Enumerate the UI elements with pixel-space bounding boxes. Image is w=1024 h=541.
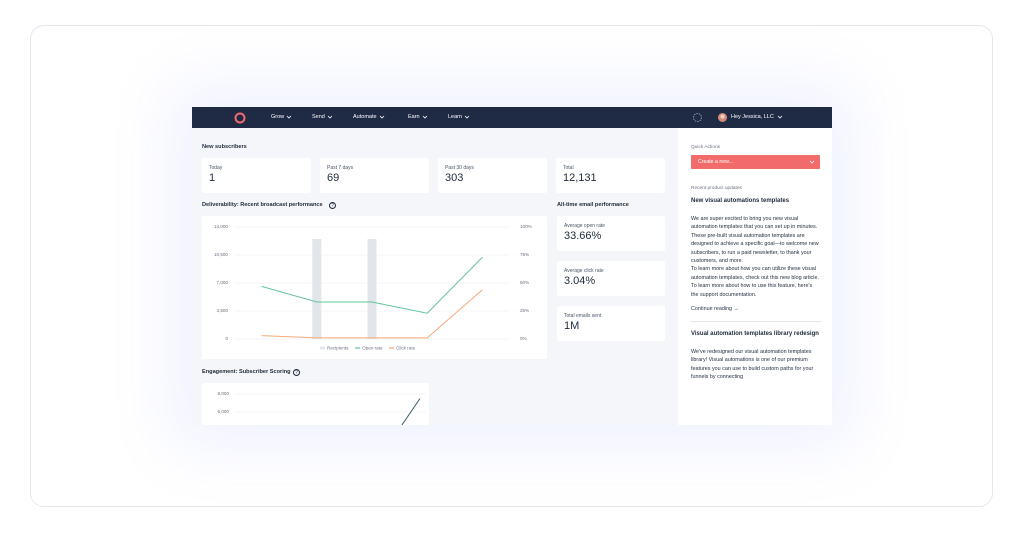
- bar: [367, 239, 377, 339]
- stat-label: Past 7 days: [327, 165, 354, 171]
- section-title: Engagement: Subscriber Scoring: [202, 369, 291, 375]
- nav-item[interactable]: Learn: [448, 114, 463, 120]
- chevron-path: [379, 115, 384, 119]
- chevron: [286, 115, 292, 119]
- chevron: [777, 115, 783, 119]
- stat-card: Average click rate 3.04%: [557, 261, 665, 296]
- label: Recent product updates: [691, 186, 742, 191]
- tick-label: 75%: [520, 252, 529, 257]
- chevron: [379, 115, 384, 119]
- tick-label: 50%: [520, 280, 529, 285]
- avatar[interactable]: [717, 112, 728, 123]
- label: Quick Actions: [691, 145, 721, 150]
- stat-card: Total emails sent 1M: [557, 306, 665, 341]
- stat-label: Past 30 days: [445, 165, 474, 171]
- line: [261, 256, 483, 314]
- paragraph: We are super excited to bring you new vi…: [691, 216, 819, 265]
- tick-label: 6,000: [218, 409, 230, 414]
- tick-label: 0: [225, 336, 228, 341]
- nav-bar: Grow Send Automate Earn Learn Hey Jessica, L…: [192, 107, 832, 128]
- stat-label: Average open rate: [564, 223, 606, 229]
- nav-item[interactable]: Grow: [271, 114, 285, 120]
- line: [261, 289, 483, 339]
- chart-card: 0 3,500 7,000 10,500 14,000 0% 25% 50% 75% 100% Re…: [202, 216, 547, 359]
- stat-value: 69: [327, 172, 340, 184]
- nav-item[interactable]: Automate: [353, 114, 377, 120]
- legend-label: Recipients: [327, 346, 349, 351]
- section-title: All-time email performance: [557, 202, 629, 208]
- stat-card: Past 7 days 69: [320, 158, 429, 193]
- stat-value: 303: [445, 172, 464, 184]
- chevron: [809, 160, 815, 164]
- spinner-icon: [693, 113, 702, 122]
- section-title: New subscribers: [202, 144, 247, 150]
- tick-label: 0%: [520, 336, 527, 341]
- stat-label: Total: [563, 165, 574, 171]
- line: [401, 398, 421, 425]
- chevron-path: [327, 115, 333, 119]
- stat-card: Today 1: [202, 158, 311, 193]
- help-icon[interactable]: ?: [293, 369, 300, 376]
- legend-label: Open rate: [362, 346, 383, 351]
- stat-card: Past 30 days 303: [438, 158, 547, 193]
- stat-value: 1: [209, 172, 216, 184]
- stat-card: Average open rate 33.66%: [557, 216, 665, 251]
- stat-card: Total 12,131: [556, 158, 665, 193]
- paragraph: To learn more about how to use this feat…: [691, 283, 813, 298]
- stat-value: 33.66%: [564, 230, 602, 242]
- post-title: New visual automations templates: [691, 198, 790, 204]
- divider: [691, 321, 821, 323]
- logo[interactable]: [233, 111, 247, 125]
- chevron-path: [422, 115, 427, 119]
- tick-label: 7,000: [217, 280, 229, 285]
- user-menu[interactable]: Hey Jessica, LLC: [731, 114, 774, 120]
- post: New visual automations templates We are …: [691, 198, 821, 382]
- paragraph: To learn more about how you can utilize …: [691, 266, 819, 281]
- tick-label: 10,500: [214, 252, 228, 257]
- stat-value: 12,131: [563, 172, 597, 184]
- chevron: [422, 115, 427, 119]
- create-button[interactable]: Create a new...: [691, 155, 820, 169]
- tick-label: 100%: [520, 224, 532, 229]
- link[interactable]: Continue reading →: [691, 306, 739, 313]
- tick-label: 25%: [520, 308, 529, 313]
- tick-label: 3,500: [217, 308, 229, 313]
- chart: 0 3,500 7,000 10,500 14,000 0% 25% 50% 75% 100% Re…: [214, 224, 532, 351]
- tick-label: 8,000: [218, 391, 230, 396]
- stat-label: Total emails sent: [564, 313, 602, 319]
- bar: [312, 239, 322, 339]
- chevron: [464, 115, 470, 119]
- tick-label: 14,000: [214, 224, 228, 229]
- legend-swatch: [320, 346, 325, 350]
- stat-value: 1M: [564, 320, 580, 332]
- paragraph: We've redesigned our visual automation t…: [691, 349, 814, 381]
- button-label: Create a new...: [698, 159, 733, 165]
- chart-card: 6,000 8,000: [202, 383, 429, 425]
- post-title: Visual automation templates library rede…: [691, 331, 819, 338]
- chart: 6,000 8,000: [218, 391, 426, 425]
- app-window: Grow Send Automate Earn Learn Hey Jessica, L…: [192, 107, 832, 425]
- nav-item[interactable]: Send: [312, 114, 325, 120]
- frame: [30, 25, 993, 507]
- sidebar: Quick Actions Create a new... Recent pro…: [678, 128, 832, 425]
- stat-label: Today: [209, 165, 223, 171]
- chevron-path: [464, 115, 470, 119]
- stat-value: 3.04%: [564, 275, 596, 287]
- legend-label: Click rate: [396, 346, 416, 351]
- chevron-path: [286, 115, 292, 119]
- chevron: [327, 115, 333, 119]
- nav-item[interactable]: Earn: [408, 114, 420, 120]
- section-title: Deliverability: Recent broadcast perform…: [202, 202, 323, 208]
- stat-label: Average click rate: [564, 268, 604, 274]
- help-icon[interactable]: ?: [329, 202, 336, 209]
